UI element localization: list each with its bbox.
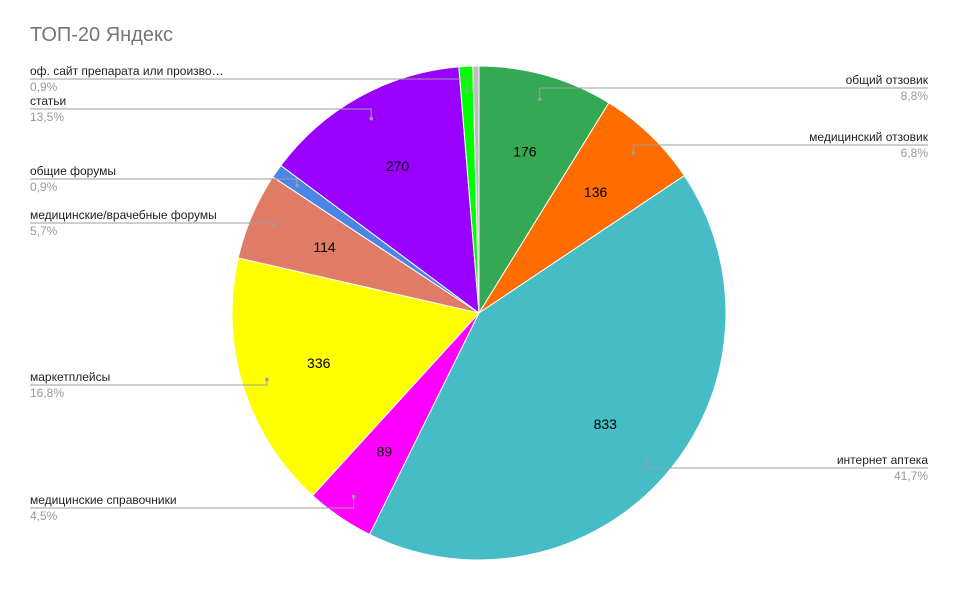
leader-dot-2 bbox=[644, 457, 648, 462]
legend-label-6: общие форумы bbox=[30, 164, 116, 178]
leader-line-0 bbox=[539, 87, 928, 100]
leader-line-6 bbox=[30, 178, 298, 186]
leader-line-7 bbox=[30, 108, 372, 119]
legend-label-8: оф. сайт препарата или произво… bbox=[30, 64, 224, 78]
leader-dot-7 bbox=[369, 116, 373, 121]
legend-percent-0: 8,8% bbox=[901, 89, 929, 103]
value-label-3: 89 bbox=[377, 444, 393, 460]
legend-percent-1: 6,8% bbox=[901, 146, 929, 160]
value-label-5: 114 bbox=[313, 239, 336, 255]
leader-dot-3 bbox=[351, 494, 356, 499]
leader-line-4 bbox=[30, 379, 268, 386]
legend-percent-6: 0,9% bbox=[30, 180, 58, 194]
legend-label-7: статьи bbox=[30, 94, 66, 108]
legend-percent-8: 0,9% bbox=[30, 80, 58, 94]
slice-2[interactable] bbox=[368, 174, 727, 561]
slice-9[interactable] bbox=[472, 65, 480, 314]
leader-dot-1 bbox=[631, 151, 636, 155]
slices-layer bbox=[231, 65, 727, 561]
slice-7[interactable] bbox=[280, 66, 480, 315]
legend-label-2: интернет аптека bbox=[837, 453, 928, 467]
leader-line-1 bbox=[632, 144, 928, 153]
legend-percent-3: 4,5% bbox=[30, 509, 58, 523]
value-label-1: 136 bbox=[584, 184, 608, 200]
legend-percent-7: 13,5% bbox=[30, 110, 64, 124]
slice-0[interactable] bbox=[478, 65, 610, 315]
legend-label-5: медицинские/врачебные форумы bbox=[30, 208, 217, 222]
leader-dot-0 bbox=[537, 97, 542, 101]
legend-label-4: маркетплейсы bbox=[30, 370, 110, 384]
legend-labels: общий отзовик 8,8% медицинский отзовик 6,8%… bbox=[30, 64, 929, 523]
value-label-0: 176 bbox=[513, 143, 537, 159]
leader-dot-5 bbox=[272, 223, 277, 228]
leader-dot-6 bbox=[295, 183, 299, 188]
slice-4[interactable] bbox=[231, 257, 480, 497]
leader-lines bbox=[30, 78, 928, 509]
chart-title: ТОП-20 Яндекс bbox=[30, 24, 173, 46]
legend-label-1: медицинский отзовик bbox=[809, 130, 929, 144]
leader-line-5 bbox=[30, 222, 276, 226]
leader-dot-8 bbox=[465, 89, 469, 93]
leader-dot-4 bbox=[265, 377, 269, 382]
leader-line-8 bbox=[30, 78, 468, 92]
value-labels: 176 136 833 89 336 114 270 bbox=[307, 143, 617, 459]
legend-percent-5: 5,7% bbox=[30, 224, 58, 238]
value-label-4: 336 bbox=[307, 355, 331, 371]
slice-1[interactable] bbox=[478, 102, 685, 314]
value-label-7: 270 bbox=[386, 158, 410, 174]
legend-percent-2: 41,7% bbox=[894, 469, 928, 483]
leader-line-2 bbox=[645, 459, 928, 469]
legend-label-0: общий отзовик bbox=[846, 73, 929, 87]
legend-percent-4: 16,8% bbox=[30, 386, 64, 400]
legend-label-3: медицинские справочники bbox=[30, 493, 177, 507]
leader-line-3 bbox=[30, 496, 355, 509]
value-label-2: 833 bbox=[594, 416, 618, 432]
